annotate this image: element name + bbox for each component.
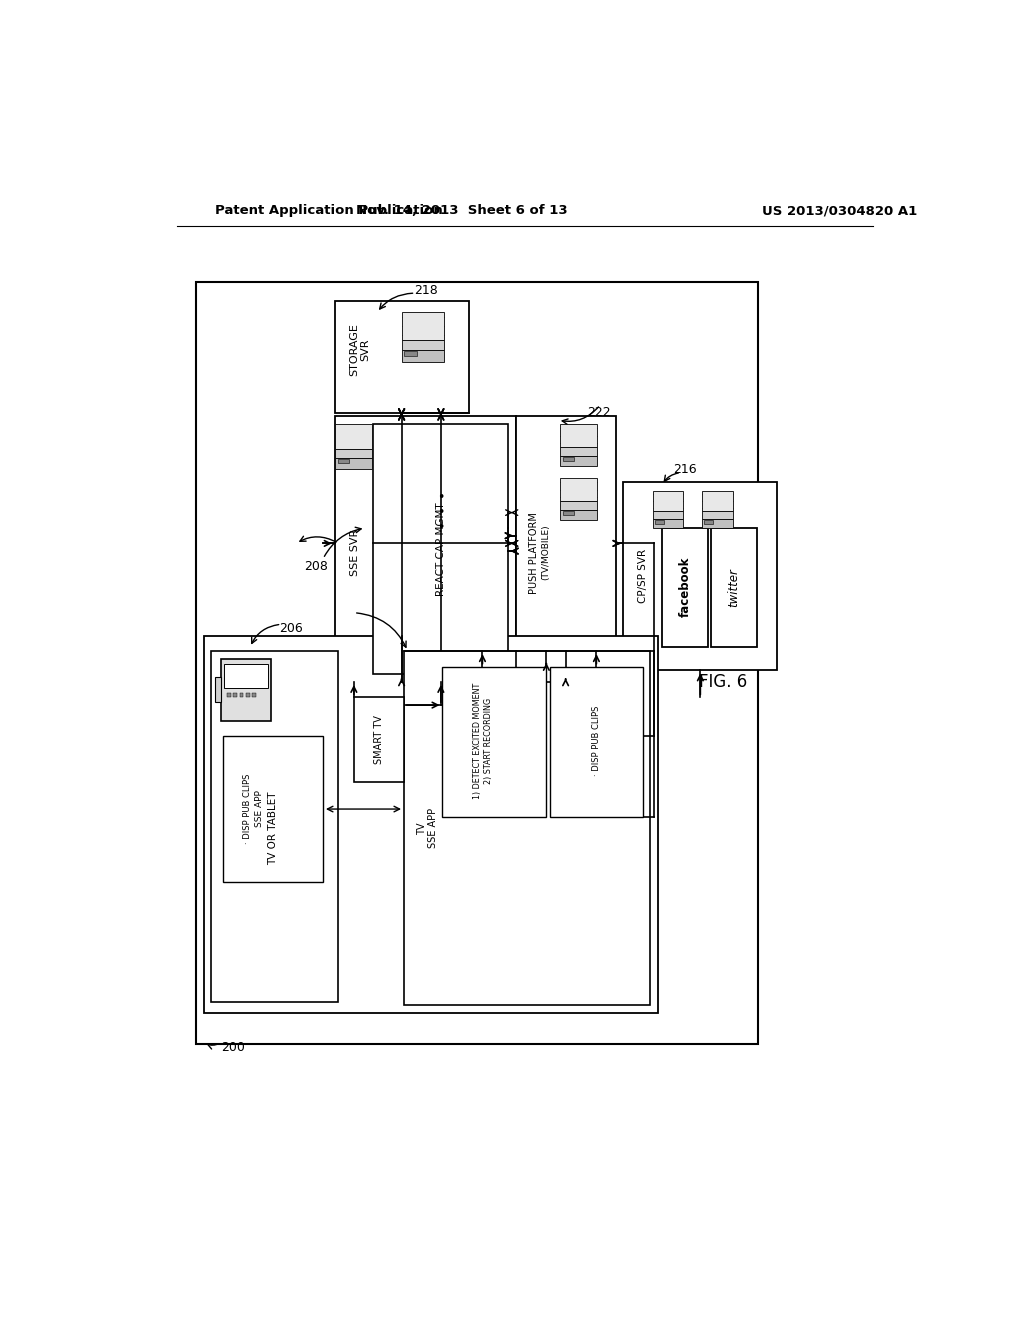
Text: 2) START RECORDING: 2) START RECORDING [484,698,494,784]
Bar [246,693,250,697]
Bar [402,341,444,350]
Text: PUSH PLATFORM: PUSH PLATFORM [529,512,539,594]
Bar [335,416,515,682]
Bar [196,281,758,1044]
Bar [701,491,733,511]
Bar [227,693,231,697]
Text: (TV/MOBILE): (TV/MOBILE) [541,525,550,581]
Bar [336,449,373,458]
Text: US 2013/0304820 A1: US 2013/0304820 A1 [762,205,918,218]
Bar [550,667,643,817]
Text: TV: TV [417,822,427,834]
Bar [221,659,271,721]
Bar [442,667,547,817]
Bar [560,502,597,510]
Bar [252,693,256,697]
Bar [211,651,339,1002]
Bar [562,511,573,515]
Bar [662,528,708,647]
Bar [655,520,665,524]
Text: CP/SP SVR: CP/SP SVR [638,549,647,603]
Bar [560,447,597,455]
Bar [224,664,268,688]
Text: 206: 206 [280,622,303,635]
Text: facebook: facebook [679,557,691,618]
Bar [652,519,683,528]
Text: •: • [437,506,444,519]
Bar [338,459,349,463]
Bar [705,520,714,524]
Bar [515,416,615,682]
Bar [652,491,683,511]
Text: REACT CAP MGMT: REACT CAP MGMT [436,502,445,595]
Bar [701,511,733,519]
Bar [233,693,238,697]
Text: 200: 200 [221,1041,246,1055]
Text: 208: 208 [304,560,329,573]
Bar [204,636,658,1014]
Bar [354,697,403,781]
Bar [560,455,597,466]
Text: STORAGE: STORAGE [349,323,358,376]
Text: 222: 222 [587,407,610,418]
Bar [335,301,469,412]
Bar [711,528,758,647]
Bar [404,351,417,356]
Text: 216: 216 [674,463,697,477]
Bar [215,677,221,702]
Text: SSE APP: SSE APP [255,791,264,828]
Bar [240,693,244,697]
Text: FIG. 6: FIG. 6 [699,673,748,690]
Bar [701,519,733,528]
Bar [402,350,444,363]
Bar [336,424,373,449]
Bar [560,424,597,447]
Text: twitter: twitter [728,568,740,607]
Bar [403,651,650,1006]
Text: •: • [437,521,444,535]
Bar [624,482,777,671]
Bar [560,478,597,502]
Text: Patent Application Publication: Patent Application Publication [215,205,443,218]
Text: •: • [437,491,444,504]
Bar [562,457,573,461]
Text: · DISP PUB CLIPS: · DISP PUB CLIPS [243,774,252,845]
Text: Nov. 14, 2013  Sheet 6 of 13: Nov. 14, 2013 Sheet 6 of 13 [356,205,567,218]
Text: SVR: SVR [360,338,371,360]
Text: 1) DETECT EXCITED MOMENT: 1) DETECT EXCITED MOMENT [472,684,481,800]
Bar [560,510,597,520]
Text: TV OR TABLET: TV OR TABLET [268,792,278,865]
Bar [223,737,323,882]
Text: SSE APP: SSE APP [428,808,438,849]
Text: 218: 218 [414,284,437,297]
Bar [652,511,683,519]
Bar [402,313,444,341]
Text: SSE SVR: SSE SVR [350,529,360,577]
Bar [336,458,373,469]
Text: · DISP PUB CLIPS: · DISP PUB CLIPS [592,706,601,776]
Text: SMART TV: SMART TV [374,715,384,764]
Bar [373,424,508,675]
